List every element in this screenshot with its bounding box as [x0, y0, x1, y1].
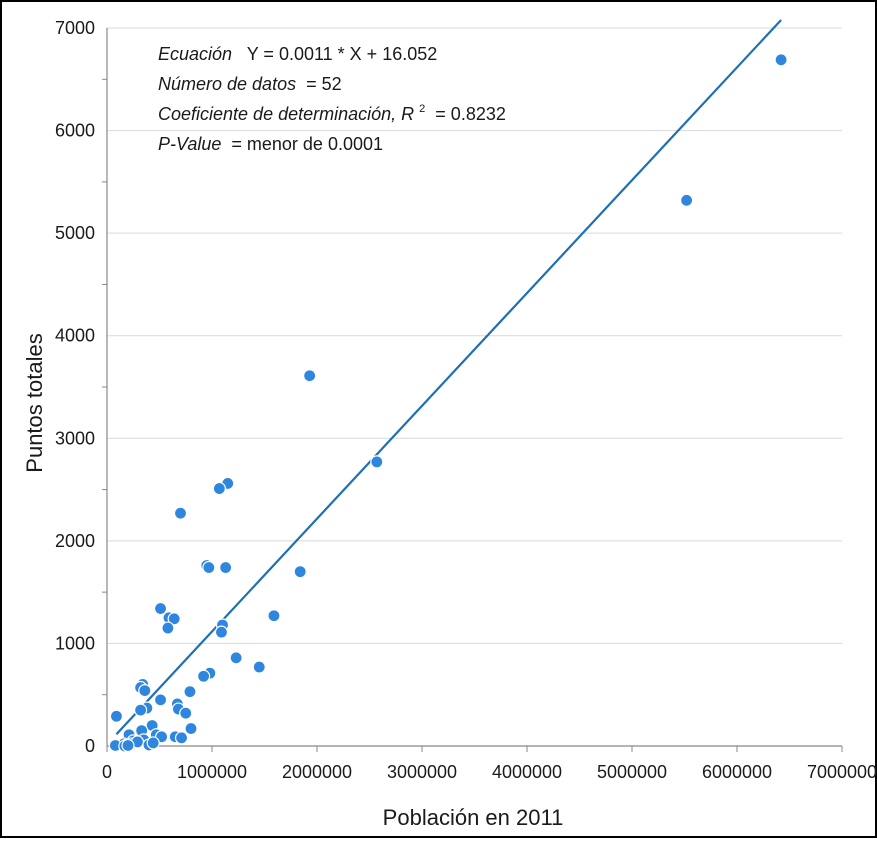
count-value: = 52: [306, 74, 342, 94]
data-point: [184, 721, 198, 736]
x-tick-label: 3000000: [387, 762, 457, 782]
data-point: [153, 693, 168, 707]
axes: [102, 28, 843, 752]
annotation-pvalue: P-Value = menor de 0.0001: [158, 134, 383, 154]
count-label: Número de datos: [158, 74, 296, 94]
data-point: [179, 706, 193, 720]
data-point: [370, 455, 384, 469]
y-tick-label: 4000: [55, 326, 95, 346]
annotation-r2: Coeficiente de determinación, R 2 = 0.82…: [158, 96, 506, 124]
y-tick-label: 3000: [55, 428, 95, 448]
data-point: [197, 669, 211, 683]
y-tick-label: 2000: [55, 531, 95, 551]
y-axis-label: Puntos totales: [22, 333, 47, 472]
annotation-block: Ecuación Y = 0.0011 * X + 16.052 Número …: [158, 44, 506, 154]
data-point: [109, 709, 124, 723]
annotation-equation: Ecuación Y = 0.0011 * X + 16.052: [158, 44, 437, 64]
r2-superscript: 2: [419, 103, 425, 115]
data-points: [108, 53, 788, 753]
pvalue-label: P-Value: [158, 134, 221, 154]
data-point: [214, 625, 229, 639]
equation-label: Ecuación: [158, 44, 232, 64]
data-point: [252, 660, 266, 674]
y-tick-label: 0: [85, 736, 95, 756]
y-tick-label: 1000: [55, 633, 95, 653]
y-tick-label: 6000: [55, 121, 95, 141]
data-point: [267, 609, 281, 623]
grid-lines: [107, 27, 842, 644]
pvalue-value: = menor de 0.0001: [231, 134, 383, 154]
data-point: [167, 612, 181, 626]
annotation-count: Número de datos = 52: [158, 74, 342, 94]
data-point: [212, 481, 226, 496]
x-tick-label: 1000000: [177, 762, 247, 782]
y-tick-label: 5000: [55, 223, 95, 243]
equation-value: Y = 0.0011 * X + 16.052: [247, 44, 438, 64]
data-point: [219, 560, 233, 575]
x-tick-label: 0: [102, 762, 112, 782]
data-point: [173, 506, 188, 520]
y-tick-label: 7000: [55, 18, 95, 38]
regression-line-group: [115, 19, 782, 735]
r2-value: = 0.8232: [435, 104, 506, 124]
tick-labels: 0 1000 2000 3000 4000 5000 6000 7000 0 1000000 200…: [55, 18, 877, 782]
data-point: [138, 684, 152, 698]
data-point: [679, 193, 694, 207]
data-point: [303, 369, 317, 383]
regression-line: [115, 19, 782, 735]
data-point: [161, 621, 175, 635]
data-point: [183, 685, 197, 699]
data-point: [134, 703, 148, 717]
data-point: [121, 738, 135, 753]
x-tick-label: 4000000: [492, 762, 562, 782]
x-axis-label: Población en 2011: [383, 805, 564, 830]
data-point: [293, 565, 307, 579]
data-point: [229, 651, 243, 665]
data-point: [153, 601, 168, 616]
x-tick-label: 2000000: [282, 762, 352, 782]
x-tick-label: 5000000: [597, 762, 667, 782]
x-tick-label: 6000000: [702, 762, 772, 782]
data-point: [174, 731, 189, 745]
x-tick-label: 7000000: [807, 762, 877, 782]
r2-label: Coeficiente de determinación, R: [158, 104, 414, 124]
data-point: [146, 736, 160, 750]
data-point: [774, 53, 788, 67]
data-point: [202, 560, 216, 575]
